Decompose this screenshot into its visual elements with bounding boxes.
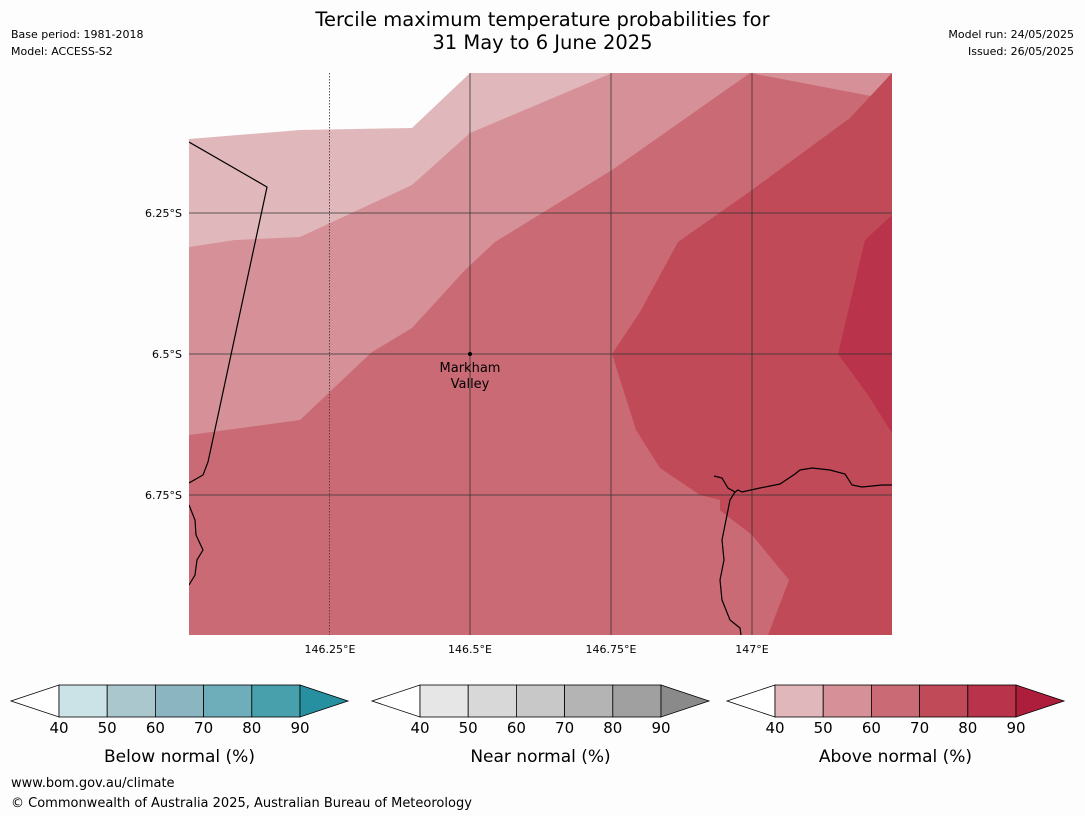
legend-tick: 70 [194, 719, 213, 737]
legend-tick: 60 [507, 719, 526, 737]
meta-left: Base period: 1981-2018 Model: ACCESS-S2 [11, 26, 143, 60]
legend-tick: 40 [410, 719, 429, 737]
legend-swatch [106, 684, 156, 718]
legend-swatch [774, 684, 824, 718]
lon-label: 146.75°E [586, 643, 637, 656]
map-title: Tercile maximum temperature probabilitie… [0, 8, 1085, 54]
legend-swatch [58, 684, 108, 718]
legend-label: Below normal (%) [104, 747, 255, 767]
boundaries [189, 141, 892, 635]
region-above-40-strip [412, 73, 612, 185]
legend-arrow-high [660, 684, 711, 718]
legend-tick: 60 [146, 719, 165, 737]
legend-tick: 50 [814, 719, 833, 737]
region-above-80 [838, 215, 892, 433]
region-above-50-top [189, 73, 892, 100]
legend-tick: 80 [958, 719, 977, 737]
legend-tick: 80 [242, 719, 261, 737]
issued-date: Issued: 26/05/2025 [967, 45, 1074, 58]
meta-right: Model run: 24/05/2025 Issued: 26/05/2025 [948, 26, 1074, 60]
legend-tick: 80 [603, 719, 622, 737]
legend-tick: 70 [910, 719, 929, 737]
legend-tick: 90 [1006, 719, 1025, 737]
legend-tick: 40 [765, 719, 784, 737]
graticule [189, 73, 892, 635]
coastline-gulf [719, 491, 742, 635]
lat-label: 6.25°S [145, 207, 182, 220]
legend-arrow-low [9, 684, 60, 718]
legend-label: Above normal (%) [819, 747, 972, 767]
coastline-west [189, 504, 204, 586]
legend-arrow-low [725, 684, 776, 718]
legend-tick: 50 [459, 719, 478, 737]
footer-copyright: © Commonwealth of Australia 2025, Austra… [11, 796, 472, 811]
lat-label: 6.75°S [145, 489, 182, 502]
title-line-2: 31 May to 6 June 2025 [432, 31, 653, 54]
legend-swatch [919, 684, 969, 718]
legend-tick: 70 [555, 719, 574, 737]
place-label-line-1: Markham [440, 361, 501, 376]
legend-swatch [154, 684, 204, 718]
legend-above-normal: 40 50 60 70 80 90 Above normal (%) [725, 684, 1066, 767]
legend-arrow-low [370, 684, 421, 718]
base-period: Base period: 1981-2018 [11, 28, 144, 41]
legend-swatch [467, 684, 517, 718]
legend-near-normal: 40 50 60 70 80 90 Near normal (%) [370, 684, 711, 767]
legend-swatch [203, 684, 253, 718]
legend-arrow-high [1015, 684, 1066, 718]
legend-swatch [612, 684, 662, 718]
legend-swatch [251, 684, 301, 718]
legend-swatch [419, 684, 469, 718]
lon-label: 146.5°E [448, 643, 492, 656]
place-label-line-2: Valley [451, 377, 490, 392]
legend-swatch [516, 684, 566, 718]
legend-tick: 90 [651, 719, 670, 737]
legend-label: Near normal (%) [470, 747, 610, 767]
legend-swatch [871, 684, 921, 718]
axis-labels: 6.25°S 6.5°S 6.75°S 146.25°E 146.5°E 146… [145, 207, 769, 656]
model-run: Model run: 24/05/2025 [948, 28, 1074, 41]
title-line-1: Tercile maximum temperature probabilitie… [315, 8, 770, 31]
legend-tick: 50 [98, 719, 117, 737]
legend-swatch [564, 684, 614, 718]
legend-tick: 90 [290, 719, 309, 737]
footer-url: www.bom.gov.au/climate [11, 776, 175, 791]
province-boundary [189, 141, 268, 484]
legend-tick: 60 [862, 719, 881, 737]
lat-label: 6.5°S [152, 348, 182, 361]
legend-swatch [967, 684, 1017, 718]
model-name: Model: ACCESS-S2 [11, 45, 113, 58]
legend-tick: 40 [49, 719, 68, 737]
legend-swatch [822, 684, 872, 718]
lon-label: 146.25°E [305, 643, 356, 656]
lon-label: 147°E [735, 643, 768, 656]
legend-below-normal: 40 50 60 70 80 90 Below normal (%) [9, 684, 350, 767]
markham-valley-marker [468, 352, 472, 356]
legend-arrow-high [299, 684, 350, 718]
coastline-east [713, 467, 892, 493]
